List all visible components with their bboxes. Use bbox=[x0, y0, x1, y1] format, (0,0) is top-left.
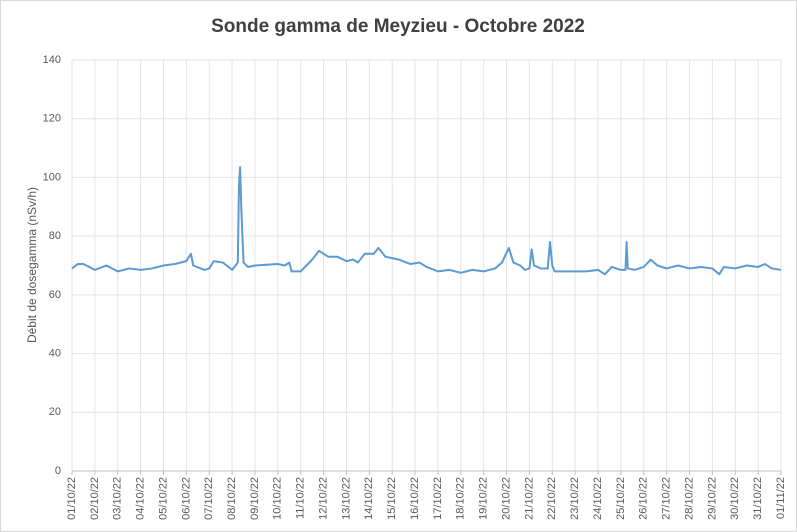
x-tick-label: 22/10/22 bbox=[546, 477, 558, 520]
y-tick-label: 120 bbox=[43, 113, 61, 125]
x-tick-label: 12/10/22 bbox=[317, 477, 329, 520]
x-tick-label: 19/10/22 bbox=[478, 477, 490, 520]
x-tick-label: 24/10/22 bbox=[592, 477, 604, 520]
x-tick-label: 13/10/22 bbox=[340, 477, 352, 520]
x-tick-label: 15/10/22 bbox=[386, 477, 398, 520]
y-tick-label: 20 bbox=[49, 406, 61, 418]
x-tick-label: 20/10/22 bbox=[500, 477, 512, 520]
x-tick-label: 30/10/22 bbox=[729, 477, 741, 520]
x-tick-label: 09/10/22 bbox=[249, 477, 261, 520]
y-tick-label: 40 bbox=[49, 347, 61, 359]
x-tick-label: 11/10/22 bbox=[295, 477, 307, 519]
x-tick-label: 05/10/22 bbox=[157, 477, 169, 520]
y-tick-label: 100 bbox=[43, 171, 61, 183]
x-tick-label: 01/11/22 bbox=[775, 477, 787, 519]
x-tick-label: 29/10/22 bbox=[706, 477, 718, 520]
x-tick-label: 10/10/22 bbox=[272, 477, 284, 520]
x-tick-label: 17/10/22 bbox=[432, 477, 444, 520]
x-tick-label: 28/10/22 bbox=[683, 477, 695, 520]
y-tick-label: 140 bbox=[43, 54, 61, 66]
x-tick-label: 16/10/22 bbox=[409, 477, 421, 520]
y-tick-label: 60 bbox=[49, 289, 61, 301]
y-tick-label: 80 bbox=[49, 230, 61, 242]
x-tick-label: 26/10/22 bbox=[638, 477, 650, 520]
x-tick-label: 31/10/22 bbox=[752, 477, 764, 520]
x-tick-label: 01/10/22 bbox=[66, 477, 78, 520]
x-tick-label: 07/10/22 bbox=[203, 477, 215, 520]
data-line bbox=[71, 166, 782, 276]
y-tick-label: 0 bbox=[55, 465, 61, 477]
chart-title: Sonde gamma de Meyzieu - Octobre 2022 bbox=[211, 16, 585, 37]
x-tick-label: 14/10/22 bbox=[363, 477, 375, 520]
x-tick-label: 06/10/22 bbox=[180, 477, 192, 520]
x-tick-label: 08/10/22 bbox=[226, 477, 238, 520]
x-tick-label: 23/10/22 bbox=[569, 477, 581, 520]
x-tick-label: 21/10/22 bbox=[523, 477, 535, 520]
x-tick-label: 03/10/22 bbox=[112, 477, 124, 520]
x-tick-label: 18/10/22 bbox=[455, 477, 467, 520]
x-tick-label: 27/10/22 bbox=[661, 477, 673, 520]
x-tick-label: 04/10/22 bbox=[135, 477, 147, 520]
x-tick-label: 25/10/22 bbox=[615, 477, 627, 520]
y-axis-label: Débit de dosegamma (nSv/h) bbox=[25, 187, 39, 343]
x-tick-label: 02/10/22 bbox=[89, 477, 101, 520]
